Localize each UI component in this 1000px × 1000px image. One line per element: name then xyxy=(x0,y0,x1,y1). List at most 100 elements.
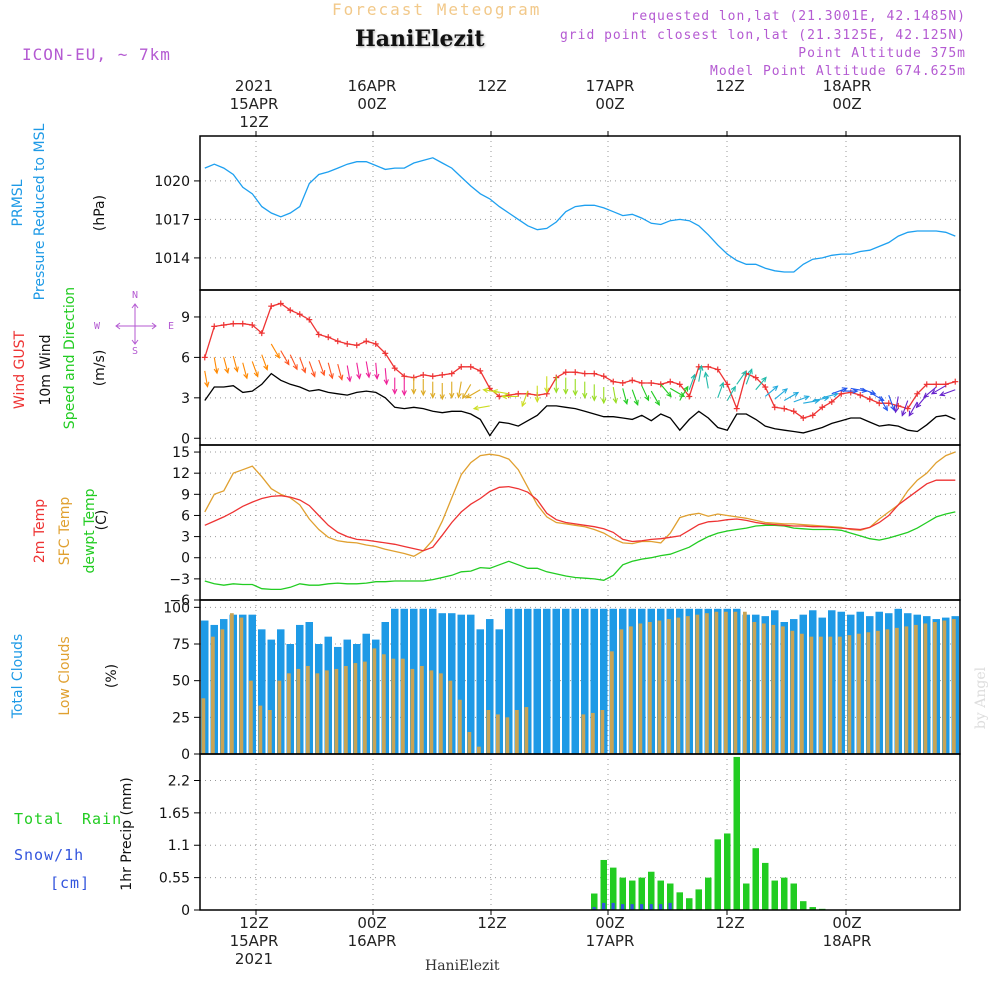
gust-line xyxy=(204,302,956,419)
low-cloud-bar xyxy=(914,624,918,754)
low-cloud-bar xyxy=(610,651,614,754)
wind-arrow-head xyxy=(521,401,527,408)
low-cloud-bar xyxy=(429,670,434,754)
low-cloud-bar xyxy=(477,746,481,754)
wind-arrow-head xyxy=(320,370,326,377)
wind-arrow-head xyxy=(292,364,298,371)
low-cloud-bar xyxy=(211,636,215,754)
wind-arrow-head xyxy=(501,393,508,400)
low-cloud-bar xyxy=(334,668,339,754)
total-cloud-bar xyxy=(590,608,598,754)
wind-arrow-head xyxy=(901,410,907,417)
total-cloud-bar xyxy=(495,629,503,754)
low-cloud-bar xyxy=(809,636,814,754)
prmsl-line xyxy=(204,157,956,273)
wind-arrow-head xyxy=(930,389,937,395)
temp-ytick-label: 6 xyxy=(181,508,190,524)
low-cloud-bar xyxy=(638,623,643,754)
low-cloud-bar xyxy=(781,626,785,754)
wind-arrow xyxy=(261,354,268,370)
wind-arrow xyxy=(327,362,333,379)
wind-arrow xyxy=(931,385,947,395)
total-cloud-bar xyxy=(524,608,532,754)
low-cloud-bar xyxy=(287,673,291,754)
low-cloud-bar xyxy=(752,622,757,754)
wind-arrow-head xyxy=(666,391,672,398)
wind-arrow-head xyxy=(338,374,344,381)
low-cloud-bar xyxy=(220,629,225,754)
wind-arrow-head xyxy=(623,398,629,406)
temp-ytick-label: −6 xyxy=(169,593,190,609)
low-cloud-bar xyxy=(619,629,624,754)
wind-arrow-head xyxy=(284,359,290,366)
total-cloud-bar xyxy=(467,614,475,754)
wind-arrow xyxy=(280,350,290,365)
snow-label: Snow/1h xyxy=(14,846,85,864)
wind-ytick-label: 0 xyxy=(181,431,190,447)
low-cloud-bar xyxy=(762,623,766,754)
wind-arrow-head xyxy=(213,368,219,375)
wind-arrow-head xyxy=(328,373,334,380)
wind-arrow-head xyxy=(852,388,859,394)
wind-arrow-head xyxy=(633,399,639,406)
low-cloud-bar xyxy=(847,635,852,754)
wind10m-line xyxy=(204,372,956,437)
compass-east: E xyxy=(168,321,175,332)
rain-bar xyxy=(648,871,655,910)
wind-arrow xyxy=(346,365,351,382)
wind-arrow-head xyxy=(544,387,550,394)
temp-frame xyxy=(199,444,961,601)
wind-arrow xyxy=(783,392,799,401)
footer-station: HaniElezit xyxy=(425,958,500,974)
wind-arrow xyxy=(223,357,229,373)
tsfc-line xyxy=(204,451,956,558)
top-time-label: 16APR 00Z xyxy=(347,77,397,113)
low-cloud-bar xyxy=(372,648,377,754)
total-cloud-bar xyxy=(571,608,579,754)
wind-arrow xyxy=(492,390,509,395)
low-cloud-bar xyxy=(667,619,671,754)
low-cloud-bar xyxy=(467,732,472,754)
wind-arrow xyxy=(251,361,259,377)
wind-arrow xyxy=(755,377,767,391)
wind-arrow-head xyxy=(365,372,371,379)
model-name: ICON-EU, ~ 7km xyxy=(22,45,171,64)
total-rain-label-2: Rain xyxy=(82,810,123,828)
rain-bar xyxy=(591,893,598,910)
total-cloud-bar xyxy=(486,619,494,754)
top-time-label: 2021 15APR 12Z xyxy=(229,77,279,131)
wind-arrow-head xyxy=(591,395,597,402)
clouds-ytick-label: 25 xyxy=(172,710,190,726)
wind-arrow-head xyxy=(644,395,650,402)
wind-arrow-head xyxy=(572,390,578,397)
temp-ytick-label: 9 xyxy=(181,487,190,503)
total-cloud-bar xyxy=(552,608,560,754)
wind-arrow-head xyxy=(730,385,736,392)
wind-arrow-head xyxy=(939,391,946,397)
wind-arrow xyxy=(704,372,709,389)
wind-ytick-label: 3 xyxy=(181,391,190,407)
wind-arrow-head xyxy=(420,390,426,397)
compass-arrows xyxy=(115,303,157,345)
temp-ytick-label: −3 xyxy=(169,572,190,588)
wind-arrow-head xyxy=(233,366,239,373)
rain-bar xyxy=(705,877,712,910)
wind-arrow xyxy=(940,389,956,396)
total-cloud-bar xyxy=(562,608,570,754)
low-cloud-bar xyxy=(486,710,491,754)
low-cloud-bar xyxy=(695,614,700,754)
wind-arrow-head xyxy=(878,395,885,402)
wind-arrow xyxy=(660,383,672,397)
wind-arrow-head xyxy=(465,393,472,399)
low-cloud-bar xyxy=(296,668,301,754)
wind-arrow-head xyxy=(782,388,788,394)
wind-arrow-head xyxy=(462,393,468,400)
rain-bar xyxy=(752,848,759,910)
wind-arrow xyxy=(888,394,895,411)
low-cloud-bar xyxy=(391,658,396,754)
requested-coords: requested lon,lat (21.3001E, 42.1485N) xyxy=(630,9,966,24)
wind-arrow xyxy=(860,387,876,395)
low-cloud-bar xyxy=(439,673,443,754)
wind-arrow xyxy=(641,385,650,401)
